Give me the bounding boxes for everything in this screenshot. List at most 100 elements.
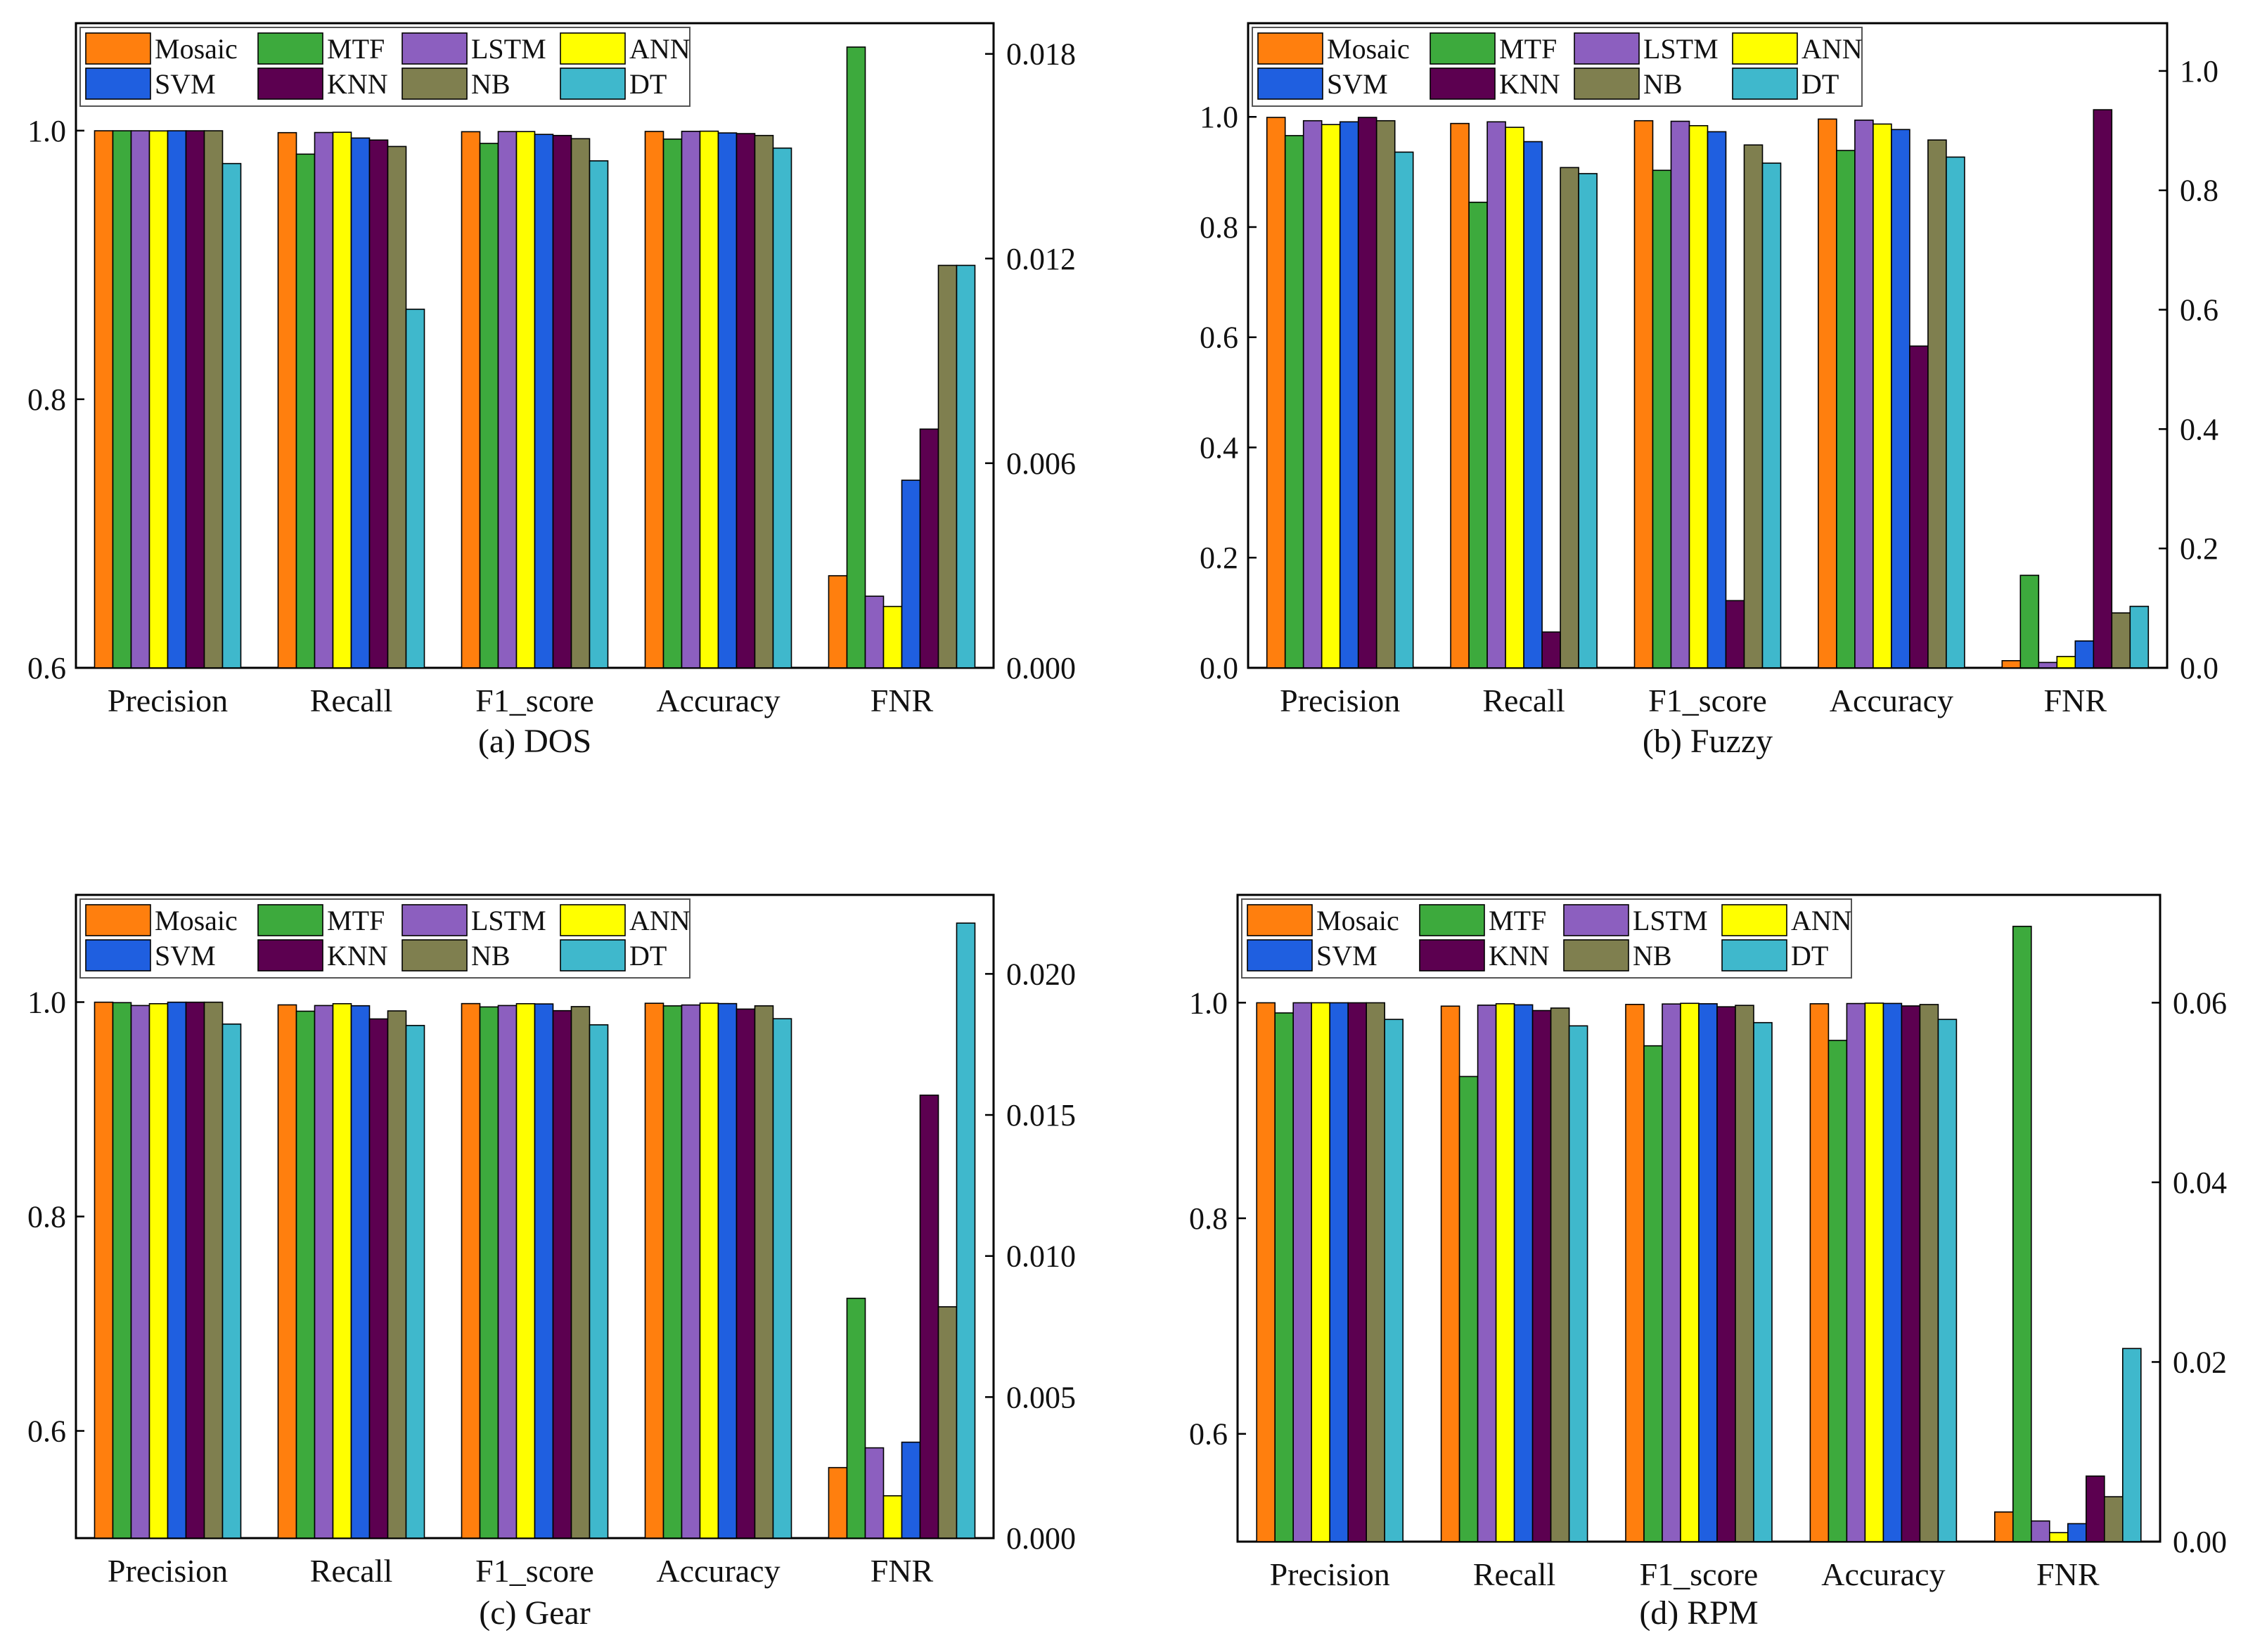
bar-svm-recall <box>1523 141 1543 669</box>
bar-dt-accuracy <box>1946 156 1965 669</box>
bar-mosaic-f1-score <box>461 131 481 669</box>
right-axis-tick-label: 1.0 <box>2180 54 2218 89</box>
right-axis-tick-label: 0.018 <box>1006 37 1076 72</box>
legend-label-knn: KNN <box>327 940 388 972</box>
legend-swatch-knn <box>257 67 323 100</box>
bar-ann-fnr <box>2049 1532 2069 1542</box>
bar-ann-accuracy <box>699 1002 719 1539</box>
legend-label-mosaic: Mosaic <box>1327 33 1410 65</box>
bar-nb-fnr <box>937 264 958 669</box>
bar-mosaic-fnr <box>828 1466 848 1539</box>
legend-label-lstm: LSTM <box>1643 33 1719 65</box>
bar-lstm-accuracy <box>681 130 701 669</box>
bar-ann-fnr <box>882 605 903 669</box>
chart-panel-dos: Precision Recall F1_score Accuracy FNR 0.6 0.8… <box>27 22 1076 760</box>
right-axis-tick-label: 0.000 <box>1006 1521 1076 1556</box>
legend-swatch-svm <box>85 67 151 100</box>
bar-mtf-accuracy <box>1836 150 1856 669</box>
bar-lstm-fnr <box>864 595 885 669</box>
bar-dt-recall <box>1578 173 1598 669</box>
legend-swatch-svm <box>1247 939 1313 972</box>
legend-swatch-mtf <box>257 904 323 936</box>
right-axis-tick-label: 0.0 <box>2180 651 2218 685</box>
bar-mosaic-precision <box>94 130 114 669</box>
bar-mosaic-recall <box>1450 122 1470 669</box>
bar-mosaic-accuracy <box>644 131 664 669</box>
legend-swatch-mtf <box>257 32 323 65</box>
legend-label-knn: KNN <box>327 68 388 100</box>
left-axis-tick-label: 0.8 <box>1189 1201 1228 1236</box>
bar-knn-f1-score <box>552 134 572 669</box>
category-label: FNR <box>2044 683 2107 718</box>
bar-lstm-fnr <box>2038 662 2058 669</box>
bar-ann-fnr <box>882 1495 903 1539</box>
bar-nb-precision <box>1366 1002 1385 1542</box>
bar-svm-precision <box>1339 121 1359 669</box>
legend-swatch-ann <box>1721 904 1787 936</box>
legend-label-ann: ANN <box>1801 33 1863 65</box>
bar-nb-precision <box>203 130 224 669</box>
legend-swatch-svm <box>85 939 151 972</box>
right-axis-tick-label: 0.06 <box>2173 986 2227 1020</box>
legend-swatch-mtf <box>1419 904 1485 936</box>
legend-swatch-lstm <box>1574 32 1640 65</box>
legend-swatch-ann <box>560 904 626 936</box>
bar-lstm-recall <box>314 1005 334 1539</box>
legend-swatch-knn <box>1430 67 1496 100</box>
right-axis-tick-label: 0.005 <box>1006 1380 1076 1414</box>
bar-nb-precision <box>203 1001 224 1539</box>
bar-lstm-recall <box>1477 1005 1497 1542</box>
bar-lstm-precision <box>1292 1002 1312 1542</box>
bar-lstm-fnr <box>2031 1520 2050 1542</box>
category-label: Precision <box>108 1553 228 1589</box>
bar-mtf-fnr <box>2019 574 2040 669</box>
chart-panel-rpm: Precision Recall F1_score Accuracy FNR 0.6 0.8… <box>1189 893 2227 1632</box>
right-axis-tick-label: 0.015 <box>1006 1098 1076 1132</box>
bar-mtf-fnr <box>846 1298 866 1539</box>
bar-knn-fnr <box>919 428 939 669</box>
bar-lstm-accuracy <box>1846 1002 1866 1542</box>
bar-knn-precision <box>1357 117 1377 669</box>
legend-label-dt: DT <box>629 940 667 972</box>
bar-mosaic-accuracy <box>1809 1003 1830 1542</box>
bar-mosaic-fnr <box>2001 660 2022 669</box>
bar-mosaic-fnr <box>828 575 848 669</box>
bar-svm-precision <box>167 130 187 669</box>
legend-swatch-knn <box>257 939 323 972</box>
bar-knn-precision <box>185 130 205 669</box>
bar-knn-precision <box>1347 1002 1367 1542</box>
bar-ann-accuracy <box>1864 1002 1884 1542</box>
bar-mtf-fnr <box>846 46 866 669</box>
bar-dt-accuracy <box>772 1018 792 1539</box>
legend-label-ann: ANN <box>1791 905 1852 936</box>
bar-ann-f1-score <box>1680 1002 1700 1542</box>
bar-mtf-f1-score <box>1643 1045 1663 1542</box>
bar-svm-accuracy <box>1882 1002 1903 1542</box>
bar-ann-recall <box>332 1002 352 1539</box>
chart-panel-fuzzy: Precision Recall F1_score Accuracy FNR 0.0 0.2… <box>1200 22 2218 760</box>
category-label: Precision <box>1270 1556 1390 1592</box>
bar-knn-f1-score <box>552 1009 572 1539</box>
right-axis-tick-label: 0.000 <box>1006 651 1076 685</box>
category-label: Accuracy <box>1821 1556 1945 1592</box>
bar-knn-recall <box>1541 631 1561 669</box>
bar-mosaic-precision <box>1256 1002 1276 1542</box>
chart-caption: (b) Fuzzy <box>1643 723 1773 760</box>
bar-svm-recall <box>1513 1004 1534 1542</box>
bar-knn-accuracy <box>1901 1005 1921 1542</box>
legend-swatch-lstm <box>402 904 468 936</box>
legend-swatch-ann <box>560 32 626 65</box>
bar-nb-recall <box>1560 167 1579 669</box>
bar-mtf-accuracy <box>1828 1040 1848 1542</box>
bar-dt-f1-score <box>1753 1021 1773 1542</box>
bar-svm-recall <box>350 1005 371 1539</box>
bar-dt-precision <box>1394 151 1414 669</box>
right-axis-tick-label: 0.04 <box>2173 1166 2227 1200</box>
bar-mtf-recall <box>295 1010 316 1539</box>
bar-mtf-f1-score <box>479 1006 499 1539</box>
bar-dt-precision <box>221 1023 242 1539</box>
legend-label-svm: SVM <box>1327 68 1388 100</box>
right-axis-tick-label: 0.4 <box>2180 412 2218 446</box>
bar-dt-recall <box>405 309 425 669</box>
bar-nb-recall <box>387 146 407 669</box>
